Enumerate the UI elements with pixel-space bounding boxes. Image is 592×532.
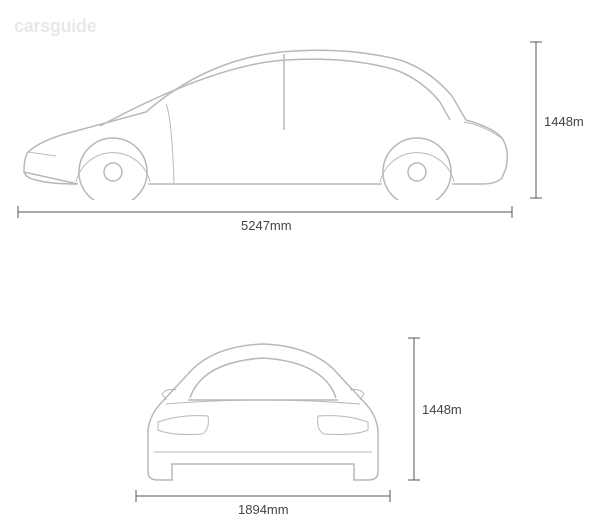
car-side-outline-icon [16, 40, 514, 200]
side-length-label: 5247mm [241, 218, 292, 233]
front-height-label: 1448mm [422, 402, 461, 417]
car-side-view [16, 40, 514, 200]
car-front-view [132, 334, 394, 484]
front-width-label: 1894mm [238, 502, 289, 517]
side-height-label: 1448mm [544, 114, 583, 129]
dimension-side-height: 1448mm [528, 40, 583, 200]
dimension-front-width: 1894mm [132, 488, 394, 518]
dimension-side-length: 5247mm [16, 204, 514, 234]
car-front-outline-icon [132, 334, 394, 484]
watermark: carsguide [14, 16, 96, 37]
dimension-front-height: 1448mm [406, 334, 461, 484]
